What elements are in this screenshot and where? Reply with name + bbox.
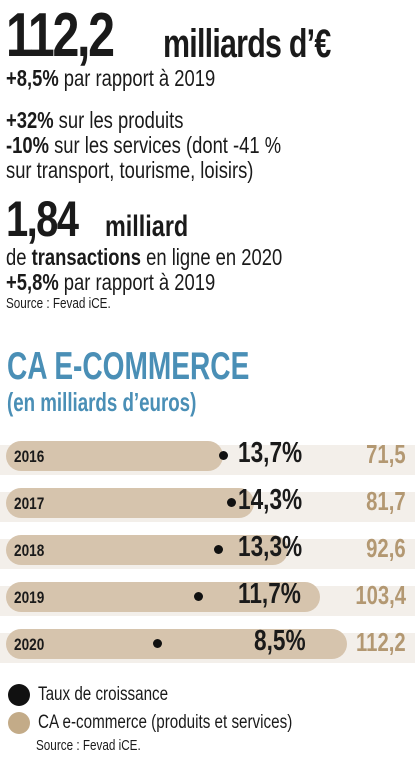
headline-unit: milliards d’€: [163, 22, 331, 66]
ca-bar-2018: [6, 535, 288, 565]
transactions-line-pre: de: [6, 244, 32, 270]
growth-dot-2018: [214, 545, 223, 554]
ca-bar-2019: [6, 582, 320, 612]
transactions-growth-text: par rapport à 2019: [58, 269, 216, 295]
growth-label-2019: 11,7%: [238, 578, 301, 610]
transactions-value: 1,84: [6, 191, 79, 247]
growth-label-2017: 14,3%: [238, 484, 303, 516]
ca-bar-2017: [6, 488, 254, 518]
services-detail: sur transport, tourisme, loisirs): [6, 157, 254, 183]
legend-growth-marker: [8, 684, 30, 706]
ca-bar-2020: [6, 629, 347, 659]
ca-value-label-2018: 92,6: [366, 533, 406, 563]
transactions-unit: milliard: [105, 210, 189, 243]
chart-row-2017: 2017 14,3% 81,7: [0, 484, 415, 528]
transactions-growth-value: +5,8%: [6, 269, 59, 295]
transactions-line: de transactions en ligne en 2020: [6, 245, 282, 270]
year-label-2016: 2016: [14, 447, 45, 466]
services-line: -10% sur les services (dont -41 %: [6, 133, 281, 158]
services-value: -10%: [6, 132, 49, 158]
ca-value-label-2016: 71,5: [366, 439, 406, 469]
ca-value-label-2020: 112,2: [356, 627, 406, 657]
headline-value: 112,2: [6, 1, 115, 70]
growth-dot-2016: [219, 451, 228, 460]
legend-ca-label: CA e-commerce (produits et services): [38, 712, 293, 733]
growth-dot-2019: [194, 592, 203, 601]
headline-growth-value: +8,5%: [6, 65, 59, 91]
ca-value-label-2017: 81,7: [366, 486, 406, 516]
growth-label-2020: 8,5%: [254, 625, 306, 657]
chart-subtitle: (en milliards d’euros): [7, 387, 197, 417]
growth-label-2016: 13,7%: [238, 437, 303, 469]
chart-row-2020: 2020 8,5% 112,2: [0, 625, 415, 669]
chart-row-2019: 2019 11,7% 103,4: [0, 578, 415, 622]
transactions-line-bold: transactions: [31, 244, 141, 270]
legend-growth-label: Taux de croissance: [38, 684, 169, 705]
products-text: sur les produits: [53, 107, 184, 133]
chart-row-2016: 2016 13,7% 71,5: [0, 437, 415, 481]
year-label-2017: 2017: [14, 494, 45, 513]
transactions-line-post: en ligne en 2020: [141, 244, 283, 270]
products-value: +32%: [6, 107, 54, 133]
ca-value-label-2019: 103,4: [355, 580, 406, 610]
growth-dot-2020: [153, 639, 162, 648]
headline-growth-text: par rapport à 2019: [58, 65, 216, 91]
services-text: sur les services (dont -41 %: [48, 132, 282, 158]
transactions-growth: +5,8% par rapport à 2019: [6, 270, 215, 295]
transactions-source: Source : Fevad iCE.: [6, 295, 111, 312]
products-line: +32% sur les produits: [6, 108, 183, 133]
ca-bar-2016: [6, 441, 223, 471]
year-label-2018: 2018: [14, 541, 45, 560]
growth-dot-2017: [227, 498, 236, 507]
legend-ca-marker: [8, 712, 30, 734]
year-label-2019: 2019: [14, 588, 45, 607]
headline-growth: +8,5% par rapport à 2019: [6, 66, 215, 91]
year-label-2020: 2020: [14, 635, 45, 654]
growth-label-2018: 13,3%: [238, 531, 303, 563]
chart-row-2018: 2018 13,3% 92,6: [0, 531, 415, 575]
chart-title: CA E-COMMERCE: [7, 345, 250, 388]
legend-source: Source : Fevad iCE.: [36, 737, 141, 754]
